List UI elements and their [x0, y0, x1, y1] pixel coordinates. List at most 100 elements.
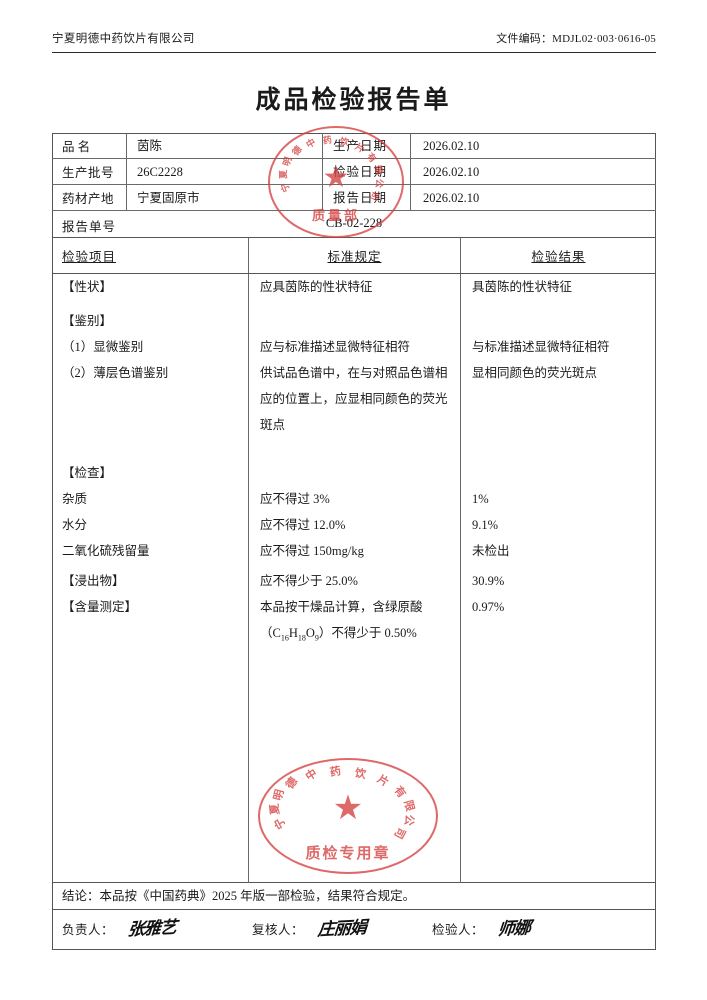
page-title: 成品检验报告单 [255, 85, 452, 114]
seal-arc-char: 公 [401, 813, 417, 827]
cell-item [52, 412, 248, 438]
cell-result: 具茵陈的性状特征 [472, 280, 573, 294]
quality-inspection-seal: ★ 质检专用章 宁夏明德中药饮片有限公司 [258, 758, 438, 874]
table-row: 斑点 [52, 412, 656, 438]
seal-arc-char: 夏 [267, 802, 282, 816]
reviewer-label: 复核人： [252, 923, 305, 937]
batch-label: 生产批号 [62, 166, 115, 180]
cell-result: 9.1% [472, 518, 499, 532]
seal-arc-char: 有 [364, 151, 378, 166]
cell-standard: 应不得少于 25.0% [260, 574, 358, 588]
conclusion-text: 结论：本品按《中国药典》2025 年版一部检验，结果符合规定。 [52, 883, 656, 910]
seal-star-icon: ★ [332, 790, 364, 828]
results-table-header: 检验项目 标准规定 检验结果 [52, 238, 656, 274]
cell-standard: 应与标准描述显微特征相符 [260, 340, 411, 354]
inspection-date-value: 2026.02.10 [410, 158, 622, 185]
seal-arc-char: 限 [401, 798, 417, 813]
signature-manager: 负责人： 张雅艺 [62, 914, 177, 941]
company-name: 宁夏明德中药饮片有限公司 [52, 33, 195, 45]
seal-arc-char: 限 [371, 164, 384, 177]
seal-arc-char: 饮 [338, 137, 350, 149]
table-row: 【浸出物】 应不得少于 25.0% 30.9% [52, 568, 656, 594]
results-table-body: 【性状】 应具茵陈的性状特征 具茵陈的性状特征 【鉴别】 （1）显微鉴别 应与标准描述显微… [52, 274, 656, 883]
product-name-label: 品 名 [62, 140, 91, 154]
table-row: 水分 应不得过 12.0% 9.1% [52, 512, 656, 538]
cell-item [52, 620, 248, 652]
inspector-signature: 师娜 [496, 918, 531, 940]
seal-arc-char: 公 [373, 178, 384, 188]
cell-item: 二氧化硫残留量 [62, 544, 150, 558]
document-code-label: 文件编码： [496, 33, 553, 45]
seal-arc-char: 药 [322, 135, 333, 147]
seal-arc-char: 片 [374, 772, 392, 790]
results-rows: 【性状】 应具茵陈的性状特征 具茵陈的性状特征 【鉴别】 （1）显微鉴别 应与标准描述显微… [52, 274, 656, 652]
cell-result [460, 386, 656, 412]
seal-arc-char: 中 [303, 766, 320, 784]
cell-result: 30.9% [472, 574, 505, 588]
seal-arc-char: 饮 [353, 766, 368, 782]
inspector-label: 检验人： [432, 923, 485, 937]
report-number-label: 报告单号 [62, 220, 117, 234]
cell-result [460, 412, 656, 438]
cell-standard: 斑点 [260, 418, 286, 432]
table-row: 杂质 应不得过 3% 1% [52, 486, 656, 512]
product-name-value: 茵陈 [126, 132, 322, 159]
column-header-item: 检验项目 [62, 250, 117, 264]
cell-result: 显相同颜色的荧光斑点 [472, 366, 598, 380]
table-row: 【含量测定】 本品按干燥品计算，含绿原酸 0.97% [52, 594, 656, 620]
seal-star-icon: ★ [322, 160, 350, 194]
cell-standard [248, 308, 460, 334]
production-date-value: 2026.02.10 [410, 132, 622, 159]
cell-item: 【检查】 [62, 466, 113, 480]
cell-standard: 本品按干燥品计算，含绿原酸 [260, 600, 423, 614]
batch-value: 26C2228 [126, 158, 322, 185]
cell-result [460, 460, 656, 486]
table-row: 应的位置上，应显相同颜色的荧光 [52, 386, 656, 412]
seal-arc-char: 司 [366, 189, 380, 202]
seal-arc-char: 司 [391, 825, 409, 842]
cell-item: （2）薄层色谱鉴别 [62, 366, 169, 380]
cell-standard: 供试品色谱中，在与对照品色谱相 [260, 366, 448, 380]
seal-arc-char: 宁 [280, 181, 293, 194]
column-divider-1 [248, 274, 249, 883]
letterhead: 宁夏明德中药饮片有限公司 文件编码：MDJL02·003·0616-05 [52, 30, 656, 46]
cell-result: 未检出 [472, 544, 510, 558]
letterhead-divider [52, 52, 656, 53]
signature-reviewer: 复核人： 庄丽娟 [252, 914, 367, 941]
column-divider-2 [460, 274, 461, 883]
cell-item [52, 386, 248, 412]
cell-standard: 应不得过 12.0% [260, 518, 346, 532]
seal-arc-char: 明 [271, 788, 287, 803]
manager-label: 负责人： [62, 923, 115, 937]
seal-arc-char: 德 [291, 144, 305, 159]
seal-arc-char: 片 [352, 142, 366, 156]
cell-standard: 应具茵陈的性状特征 [260, 280, 373, 294]
cell-result: 0.97% [472, 600, 505, 614]
seal-arc-char: 有 [391, 783, 409, 801]
row-spacer [52, 300, 656, 308]
row-spacer [52, 438, 656, 460]
cell-standard: （C16H18O9）不得少于 0.50% [260, 626, 417, 643]
cell-result [460, 620, 656, 652]
cell-standard: 应不得过 3% [260, 492, 330, 506]
table-row: 二氧化硫残留量 应不得过 150mg/kg 未检出 [52, 538, 656, 564]
document-code: 文件编码：MDJL02·003·0616-05 [496, 30, 656, 46]
seal-arc-char: 药 [328, 764, 343, 780]
quality-department-seal: ★ 质量部 宁夏明德中药饮片有限公司 [268, 126, 404, 238]
table-row: 【鉴别】 [52, 308, 656, 334]
origin-value: 宁夏固原市 [126, 184, 322, 211]
cell-standard [248, 460, 460, 486]
table-row: （2）薄层色谱鉴别 供试品色谱中，在与对照品色谱相 显相同颜色的荧光斑点 [52, 360, 656, 386]
seal-bottom-text: 质检专用章 [305, 844, 391, 862]
seal-top-text: 质量部 [311, 209, 360, 224]
seal-arc-char: 德 [283, 774, 301, 792]
origin-label: 药材产地 [62, 192, 115, 206]
cell-result: 1% [472, 492, 489, 506]
reviewer-signature: 庄丽娟 [316, 917, 367, 941]
signature-inspector: 检验人： 师娜 [432, 914, 531, 940]
seal-arc-char: 中 [304, 137, 318, 151]
manager-signature: 张雅艺 [126, 917, 177, 941]
cell-item: 【含量测定】 [62, 600, 138, 614]
seal-arc-char: 明 [282, 155, 295, 168]
